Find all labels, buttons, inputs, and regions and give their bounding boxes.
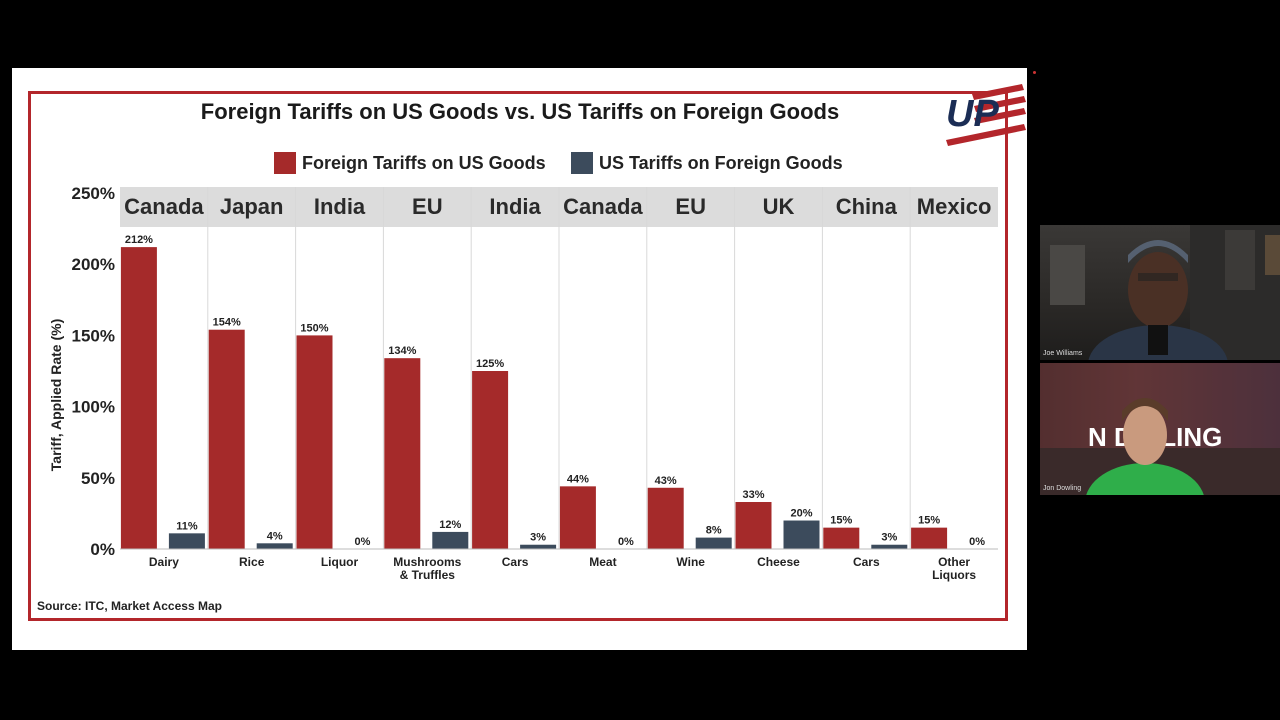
logo-text: UP [946,93,999,135]
bar-us [695,537,732,549]
category-label: Other [938,555,970,569]
bar-foreign [208,329,245,549]
bar-us [168,533,205,549]
brand-logo: UP [946,84,1026,146]
group-label: EU [412,194,443,219]
y-tick-label: 50% [81,469,115,488]
data-label-us: 12% [439,519,461,531]
category-label: Dairy [149,555,179,569]
category-label: & Truffles [400,568,456,582]
data-label-us: 0% [969,536,985,548]
group-label: EU [675,194,706,219]
participant-video-2: N DO LING Jon Dowling [1040,363,1280,495]
participant-2-name: Jon Dowling [1043,485,1082,492]
data-label-foreign: 125% [476,358,504,370]
data-label-us: 20% [790,508,812,520]
bar-foreign [823,527,860,549]
participant-1-name: Joe Williams [1043,350,1083,357]
data-label-foreign: 134% [388,345,416,357]
y-tick-label: 100% [72,398,115,417]
data-label-us: 11% [176,520,198,532]
group-label: India [489,194,541,219]
group-label: China [836,194,898,219]
data-label-us: 0% [355,536,371,548]
bar-us [520,544,557,549]
source-note: Source: ITC, Market Access Map [37,599,222,613]
bar-foreign [296,335,333,549]
y-tick-label: 150% [72,326,115,345]
bar-foreign [911,527,948,549]
data-label-us: 8% [706,525,722,537]
y-tick-label: 250% [72,184,115,203]
group-label: Mexico [917,194,992,219]
category-label: Cheese [757,555,800,569]
bar-us [783,520,820,549]
data-label-us: 3% [530,532,546,544]
bar-us [432,531,469,549]
group-label: Japan [220,194,284,219]
participant-2-image: N DO LING [1040,363,1280,495]
data-label-us: 3% [881,532,897,544]
data-label-us: 0% [618,536,634,548]
chart-title: Foreign Tariffs on US Goods vs. US Tarif… [200,99,840,124]
category-label: Mushrooms [393,555,461,569]
bar-foreign [559,486,596,549]
category-label: Cars [853,555,880,569]
chart-frame [28,91,1008,621]
slide-panel [12,68,1027,650]
category-label: Meat [589,555,616,569]
data-label-foreign: 212% [125,234,153,246]
indicator-dot [1033,71,1036,74]
bar-foreign [384,358,421,549]
group-label: India [314,194,366,219]
legend-item-foreign: Foreign Tariffs on US Goods [274,152,546,174]
data-label-foreign: 43% [655,475,677,487]
bar-foreign [647,487,684,549]
bar-foreign [735,502,772,549]
bar-foreign [120,247,157,549]
group-label: Canada [563,194,643,219]
category-label: Liquors [932,568,976,582]
y-tick-label: 0% [90,540,115,559]
data-label-us: 4% [267,530,283,542]
bar-us [871,544,908,549]
data-label-foreign: 150% [300,322,328,334]
data-label-foreign: 33% [742,489,764,501]
participant-video-1: Joe Williams [1040,225,1280,360]
bar-foreign [472,371,509,549]
y-tick-label: 200% [72,255,115,274]
category-label: Liquor [321,555,359,569]
data-label-foreign: 15% [918,515,940,527]
legend-swatch-us [571,152,593,174]
legend-label-us: US Tariffs on Foreign Goods [599,152,843,173]
legend-label-foreign: Foreign Tariffs on US Goods [302,152,546,173]
y-axis-label: Tariff, Applied Rate (%) [48,319,64,471]
data-label-foreign: 15% [830,515,852,527]
group-label: UK [763,194,795,219]
legend-item-us: US Tariffs on Foreign Goods [571,152,843,174]
category-label: Rice [239,555,265,569]
group-label: Canada [124,194,204,219]
data-label-foreign: 154% [213,317,241,329]
data-label-foreign: 44% [567,473,589,485]
participant-1-image [1050,225,1280,360]
legend-swatch-foreign [274,152,296,174]
bar-us [256,543,293,549]
category-label: Cars [502,555,529,569]
category-label: Wine [676,555,705,569]
logo-stripes [946,84,1026,146]
